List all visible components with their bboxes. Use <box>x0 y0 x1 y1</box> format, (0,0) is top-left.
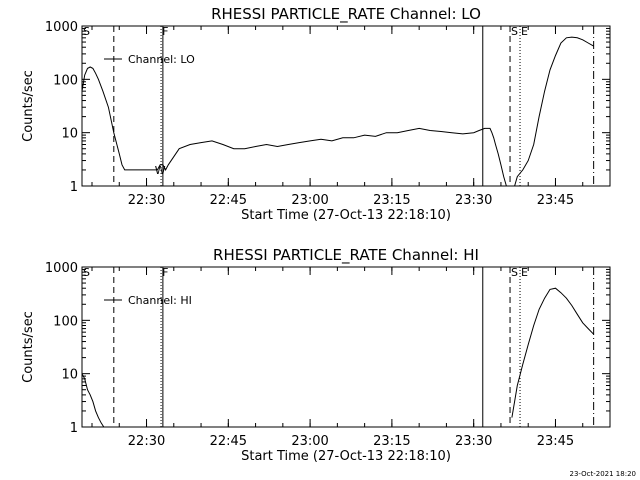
y-tick-label: 1 <box>70 180 78 195</box>
flag-marker-label: W <box>155 164 166 177</box>
flag-marker-label: S <box>511 266 518 279</box>
x-tick-label: 22:30 <box>128 193 165 208</box>
flag-marker-label: S <box>511 25 518 38</box>
chart-panel-hi: RHESSI PARTICLE_RATE Channel: HI Start Ti… <box>21 246 611 464</box>
chart-title: RHESSI PARTICLE_RATE Channel: LO <box>211 5 481 24</box>
footer-timestamp: 23-Oct-2021 18:20 <box>570 470 636 478</box>
x-tick-label: 23:45 <box>537 434 574 449</box>
chart-panel-lo: RHESSI PARTICLE_RATE Channel: LO Start Ti… <box>21 5 611 223</box>
x-tick-label: 23:15 <box>373 193 410 208</box>
y-axis-label: Counts/sec <box>21 70 36 142</box>
legend-label: Channel: LO <box>128 53 195 66</box>
chart-title: RHESSI PARTICLE_RATE Channel: HI <box>213 246 479 265</box>
x-tick-label: 22:45 <box>210 193 247 208</box>
y-tick-label: 1000 <box>45 261 78 276</box>
y-tick-label: 10 <box>61 368 78 383</box>
y-tick-label: 100 <box>53 73 78 88</box>
flag-marker-label: F <box>162 25 168 38</box>
x-axis-label: Start Time (27-Oct-13 22:18:10) <box>241 208 451 223</box>
series-line <box>511 287 594 418</box>
x-tick-label: 23:15 <box>373 434 410 449</box>
y-axis-label: Counts/sec <box>21 311 36 383</box>
x-tick-label: 23:45 <box>537 193 574 208</box>
legend-label: Channel: HI <box>128 294 192 307</box>
y-tick-label: 100 <box>53 314 78 329</box>
y-tick-label: 1000 <box>45 20 78 35</box>
flag-marker-label: F <box>162 266 168 279</box>
series-line <box>81 36 594 187</box>
x-tick-label: 23:00 <box>291 434 328 449</box>
flag-marker-label: E <box>521 25 528 38</box>
x-tick-label: 23:30 <box>455 193 492 208</box>
series-line <box>81 373 105 428</box>
y-tick-label: 10 <box>61 127 78 142</box>
y-tick-label: 1 <box>70 421 78 436</box>
x-tick-label: 22:45 <box>210 434 247 449</box>
flag-marker-label: S <box>83 25 90 38</box>
x-axis-label: Start Time (27-Oct-13 22:18:10) <box>241 449 451 464</box>
flag-marker-label: S <box>83 266 90 279</box>
x-tick-label: 23:00 <box>291 193 328 208</box>
x-tick-label: 22:30 <box>128 434 165 449</box>
x-tick-label: 23:30 <box>455 434 492 449</box>
flag-marker-label: E <box>521 266 528 279</box>
